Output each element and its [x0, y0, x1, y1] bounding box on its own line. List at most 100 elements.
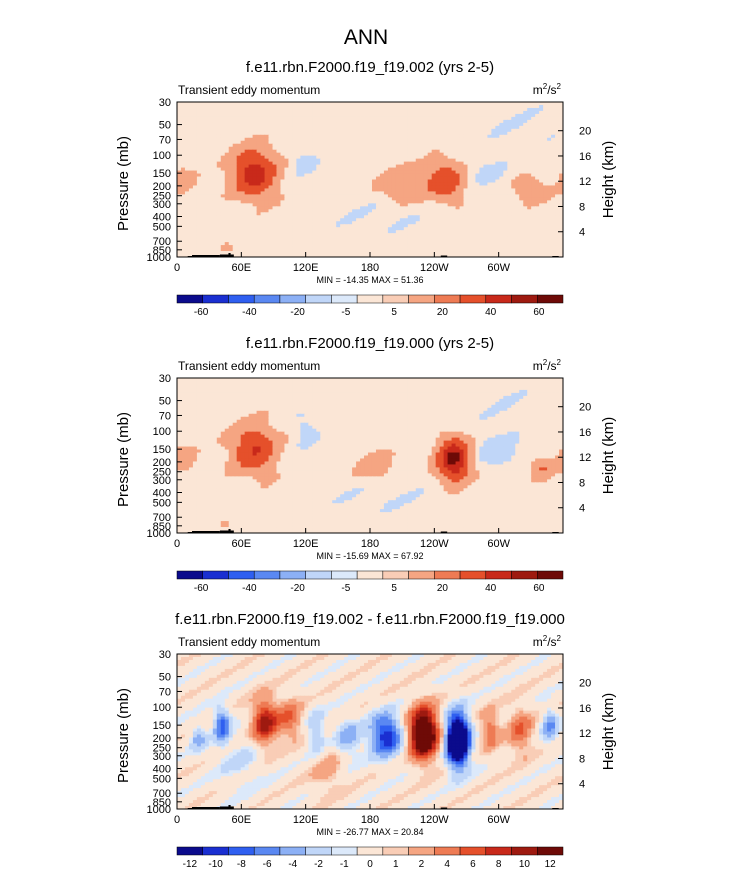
field-cell [324, 224, 329, 228]
field-cell [395, 212, 401, 216]
field-cell [379, 102, 385, 106]
field-cell [264, 143, 270, 148]
field-cell [487, 239, 492, 243]
field-cell [324, 227, 329, 231]
field-cell [216, 158, 222, 163]
field-cell [495, 155, 500, 160]
field-cell [443, 209, 449, 213]
field-cell [427, 209, 433, 213]
field-cell [216, 245, 222, 249]
field-cell [220, 131, 226, 136]
field-cell [184, 179, 190, 184]
field-cell [192, 170, 198, 175]
field-cell [308, 149, 313, 154]
field-cell [312, 254, 317, 257]
field-cell [320, 185, 325, 190]
field-cell [300, 122, 305, 127]
field-cell [511, 245, 516, 249]
field-cell [527, 227, 532, 231]
field-cell [467, 242, 473, 246]
field-cell [443, 176, 449, 181]
field-cell [435, 140, 441, 145]
field-cell [523, 227, 528, 231]
field-cell [551, 125, 556, 130]
field-cell [292, 167, 297, 172]
field-cell [244, 194, 250, 198]
field-cell [300, 215, 305, 219]
field-cell [467, 218, 473, 222]
field-cell [543, 161, 548, 166]
field-cell [375, 200, 381, 204]
field-cell [399, 233, 405, 237]
field-cell [523, 176, 528, 181]
field-cell [360, 152, 365, 157]
field-cell [503, 149, 508, 154]
field-cell [519, 119, 524, 124]
field-cell [348, 107, 353, 112]
field-cell [503, 245, 508, 249]
field-cell [224, 143, 230, 148]
field-cell [535, 146, 540, 151]
field-cell [543, 203, 548, 207]
field-cell [503, 236, 508, 240]
field-cell [479, 227, 485, 231]
field-cell [324, 242, 329, 246]
field-cell [383, 116, 389, 121]
field-cell [539, 221, 544, 225]
field-cell [547, 215, 552, 219]
field-cell [435, 185, 441, 190]
field-cell [240, 191, 246, 195]
field-cell [407, 194, 413, 198]
field-cell [272, 200, 278, 204]
field-cell [503, 242, 508, 246]
field-cell [292, 113, 297, 118]
field-cell [483, 104, 488, 109]
field-cell [356, 143, 361, 148]
field-cell [415, 107, 421, 112]
field-cell [236, 119, 242, 124]
field-cell [308, 158, 313, 163]
field-cell [463, 131, 469, 136]
field-cell [415, 102, 421, 106]
field-cell [208, 194, 214, 198]
field-cell [527, 143, 532, 148]
field-cell [248, 185, 254, 190]
field-cell [216, 236, 222, 240]
field-cell [248, 254, 254, 257]
field-cell [204, 140, 210, 145]
field-cell [519, 239, 524, 243]
field-cell [304, 179, 309, 184]
field-cell [276, 125, 282, 130]
field-cell [188, 233, 194, 237]
field-cell [511, 107, 516, 112]
field-cell [216, 104, 222, 109]
field-cell [375, 164, 381, 169]
field-cell [395, 161, 401, 166]
field-cell [332, 209, 337, 213]
field-cell [439, 149, 445, 154]
field-cell [551, 218, 556, 222]
field-cell [547, 119, 552, 124]
field-cell [467, 128, 473, 133]
field-cell [515, 113, 520, 118]
field-cell [499, 173, 504, 178]
field-cell [435, 104, 441, 109]
field-cell [459, 251, 465, 255]
field-cell [288, 209, 293, 213]
field-cell [539, 218, 544, 222]
field-cell [411, 212, 417, 216]
field-cell [300, 119, 305, 124]
field-cell [503, 224, 508, 228]
field-cell [443, 179, 449, 184]
field-cell [264, 125, 270, 130]
field-cell [196, 119, 202, 124]
field-cell [308, 143, 313, 148]
field-cell [547, 143, 552, 148]
field-cell [375, 161, 381, 166]
field-cell [300, 161, 305, 166]
field-cell [252, 242, 258, 246]
field-cell [387, 137, 393, 142]
field-cell [375, 203, 381, 207]
field-cell [284, 191, 290, 195]
field-cell [188, 104, 194, 109]
